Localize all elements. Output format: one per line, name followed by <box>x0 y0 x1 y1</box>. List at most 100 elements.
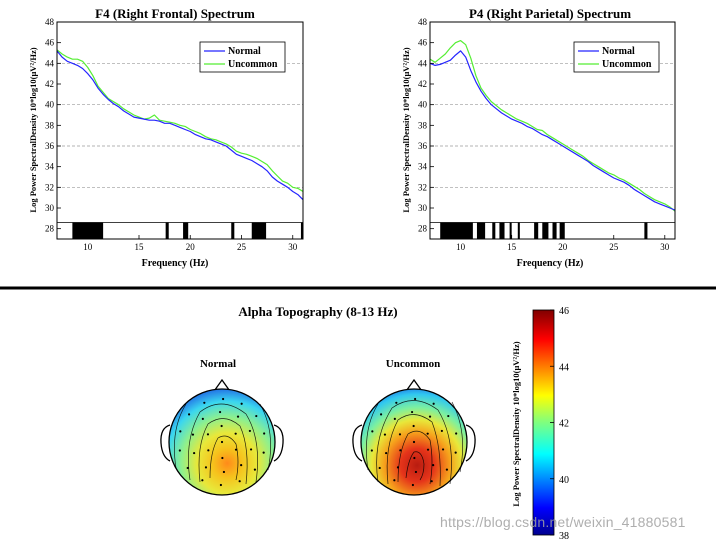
x-tick-label: 10 <box>83 242 93 252</box>
electrode-dot <box>187 413 191 416</box>
y-ticks: 28 30 32 34 36 38 40 42 44 46 48 <box>45 17 61 234</box>
electrode-dot <box>455 432 458 435</box>
electrode-dot <box>441 448 445 451</box>
electrode-dot <box>238 480 241 483</box>
electrode-dot <box>432 402 435 405</box>
electrode-dot <box>426 448 430 451</box>
electrode-dot <box>412 440 416 444</box>
y-tick-label: 34 <box>418 162 428 172</box>
topomap-uncommon: Uncommon <box>352 358 476 496</box>
series-line-normal <box>57 50 303 201</box>
legend-box <box>573 41 660 73</box>
electrode-dot <box>412 424 415 428</box>
electrode-dot <box>430 480 433 483</box>
y-tick-label: 38 <box>45 120 55 130</box>
plot-frame <box>56 21 304 240</box>
electrode-dot <box>186 466 189 470</box>
significance-bar <box>534 222 539 239</box>
x-tick-label: 10 <box>456 242 466 252</box>
electrode-dot <box>378 466 381 470</box>
y-tick-label: 32 <box>45 182 54 192</box>
series-lines <box>430 40 675 212</box>
electrodes <box>178 397 266 487</box>
colorbar-tick-label: 38 <box>559 531 569 542</box>
significance-bar <box>517 222 520 239</box>
x-ticks: 10 15 20 25 30 <box>456 235 670 252</box>
electrode-dot <box>178 449 181 452</box>
y-tick-label: 34 <box>45 162 55 172</box>
electrode-dot <box>220 424 223 428</box>
x-tick-label: 30 <box>660 242 670 252</box>
y-tick-label: 46 <box>418 38 428 48</box>
legend-label-uncommon: Uncommon <box>602 59 652 70</box>
electrode-dot <box>383 433 387 436</box>
legend-label-uncommon: Uncommon <box>228 59 278 70</box>
y-tick-label: 28 <box>418 224 428 234</box>
electrode-dot <box>399 449 402 452</box>
electrode-dot <box>234 448 238 451</box>
x-tick-label: 30 <box>288 242 298 252</box>
legend-label-normal: Normal <box>602 46 635 57</box>
y-tick-label: 46 <box>45 38 55 48</box>
legend: Normal Uncommon <box>199 41 286 73</box>
series-line-uncommon <box>57 49 303 193</box>
electrode-dot <box>207 449 210 452</box>
y-tick-label: 42 <box>45 79 54 89</box>
significance-bar <box>492 222 496 239</box>
electrode-dot <box>222 397 225 401</box>
electrode-dot <box>263 432 266 435</box>
electrode-dot <box>262 451 265 454</box>
plot-frame <box>429 21 676 240</box>
y-tick-label: 40 <box>418 100 428 110</box>
electrode-dot <box>396 466 400 469</box>
y-tick-label: 44 <box>418 58 428 68</box>
electrode-dot <box>410 410 414 414</box>
x-tick-label: 25 <box>609 242 619 252</box>
left-ear-outline <box>352 424 363 462</box>
electrode-dot <box>240 463 243 467</box>
electrode-dot <box>447 414 450 418</box>
electrode-dot <box>206 433 210 436</box>
significance-bar <box>300 222 303 239</box>
electrode-dot <box>240 402 243 405</box>
chart-title: F4 (Right Frontal) Spectrum <box>95 6 255 21</box>
electrode-dot <box>248 429 251 433</box>
y-ticks: 28 30 32 34 36 38 40 42 44 46 48 <box>418 17 434 234</box>
electrode-dot <box>440 429 443 433</box>
y-tick-label: 28 <box>45 224 55 234</box>
significance-bar <box>183 222 189 239</box>
electrode-dot <box>413 456 416 460</box>
x-axis-label: Frequency (Hz) <box>142 258 209 269</box>
series-lines <box>57 49 303 201</box>
colorbar-ticks: 38 40 42 44 46 <box>550 306 569 542</box>
electrode-dot <box>445 468 449 471</box>
y-tick-label: 30 <box>418 203 428 213</box>
significance-bar <box>559 222 565 239</box>
gridlines <box>430 62 675 188</box>
y-tick-label: 30 <box>45 203 55 213</box>
electrode-dot <box>393 417 396 421</box>
contour-lines <box>366 400 464 487</box>
colorbar: Log Power SpectralDensity 10*log10(μV²/H… <box>511 306 569 542</box>
electrode-dot <box>220 440 224 444</box>
electrode-dot <box>454 451 457 454</box>
electrode-dot <box>221 456 224 460</box>
watermark-text: https://blog.csdn.net/weixin_41880581 <box>440 514 686 530</box>
significance-bar <box>644 222 648 239</box>
significance-bar <box>251 222 267 239</box>
electrode-dot <box>222 470 226 474</box>
y-tick-label: 42 <box>418 79 427 89</box>
x-tick-label: 20 <box>186 242 196 252</box>
y-tick-label: 48 <box>418 17 428 27</box>
electrode-dot <box>193 451 196 455</box>
f4-spectrum-chart: F4 (Right Frontal) Spectrum Log Power Sp… <box>28 6 304 269</box>
legend-box <box>199 41 286 73</box>
y-tick-label: 32 <box>418 182 427 192</box>
series-line-uncommon <box>430 40 675 212</box>
left-ear-outline <box>160 424 171 462</box>
electrode-dot <box>236 415 240 418</box>
legend-label-normal: Normal <box>228 46 261 57</box>
significance-bars <box>57 222 303 239</box>
electrode-dot <box>203 401 206 404</box>
